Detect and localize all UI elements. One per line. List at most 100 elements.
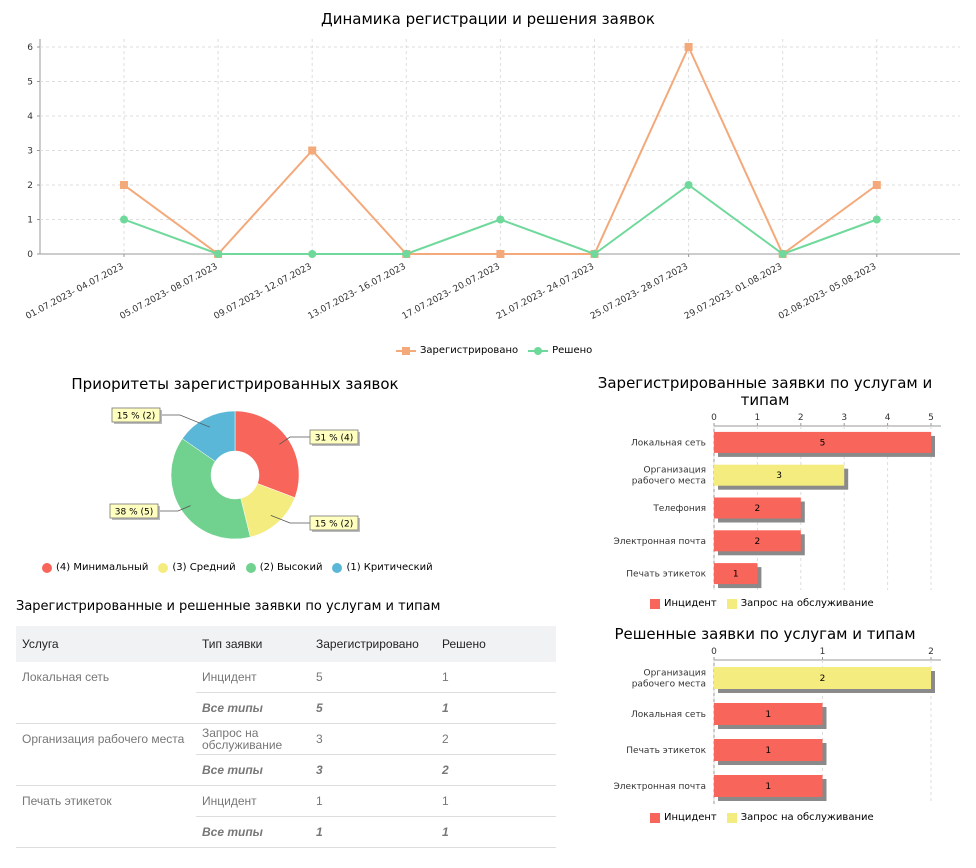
slice-minimal (234, 410, 300, 499)
col-header-registered[interactable]: Зарегистрировано (310, 626, 436, 662)
table-row: Локальная сеть Инцидент 5 1 (16, 662, 556, 693)
bar-value-label: 1 (765, 746, 771, 756)
category-label: Электронная почта (614, 537, 707, 547)
cell-solved: 1 (436, 785, 556, 817)
bar-value-label: 2 (755, 504, 761, 514)
table-header-row: Услуга Тип заявки Зарегистрировано Решен… (16, 626, 556, 662)
callout-label: 38 % (5) (115, 508, 153, 518)
legend-critical[interactable]: (1) Критический (332, 562, 433, 573)
slice-critical (181, 410, 236, 462)
bar-value-label: 1 (765, 782, 771, 792)
bar-value-label: 2 (820, 674, 826, 684)
legend-minimal-label: (4) Минимальный (56, 562, 149, 573)
legend-incident[interactable]: Инцидент (650, 598, 717, 609)
bar (714, 464, 845, 486)
legend-request[interactable]: Запрос на обслуживание (726, 598, 874, 609)
y-tick-label: 1 (27, 216, 33, 226)
legend-minimal[interactable]: (4) Минимальный (42, 562, 148, 573)
cell-service: Локальная сеть (22, 670, 110, 685)
callout-label: 31 % (4) (315, 434, 353, 444)
cell-registered: 3 (310, 723, 436, 755)
category-label: Организация (644, 466, 706, 476)
bar (714, 497, 801, 519)
callout-line (270, 515, 310, 524)
category-label: Организация (644, 669, 706, 679)
line-chart: 0 1 2 3 4 5 6 01.07.2023- 04.07.202305.07.2023-… (24, 39, 960, 322)
legend-medium[interactable]: (3) Средний (158, 562, 236, 573)
legend-incident-2[interactable]: Инцидент (650, 812, 717, 823)
legend-request-2-label: Запрос на обслуживание (740, 812, 874, 823)
cell-solved: 1 (436, 692, 556, 724)
line-chart-title: Динамика регистрации и решения заявок (321, 10, 655, 28)
data-point-registered (496, 250, 505, 258)
callout-box (309, 515, 359, 531)
col-header-solved[interactable]: Решено (436, 626, 556, 662)
legend-solved[interactable]: Решено (528, 345, 592, 356)
y-tick-label: 5 (27, 78, 33, 88)
bar-chart-1: 0 1 2 3 4 5 5 Локальная сеть 3 Организациярабочег… (614, 413, 941, 590)
table-row: Печать этикеток Инцидент 1 1 (16, 785, 556, 817)
x-tick-label: 2 (798, 413, 804, 423)
cell-registered: 5 (310, 662, 436, 693)
bar-chart-2-title: Решенные заявки по услугам и типам (614, 625, 916, 643)
x-tick-label: 09.07.2023- 12.07.2023 (213, 262, 314, 322)
bar-chart-1-title-line2: типам (740, 391, 790, 409)
data-point-solved (120, 215, 128, 224)
category-label: рабочего места (632, 680, 706, 690)
cell-type: Инцидент (196, 662, 310, 693)
data-point-solved (872, 215, 881, 224)
bar-chart-1-title-line1: Зарегистрированные заявки по услугам и (597, 374, 933, 392)
callout-label: 15 % (2) (117, 412, 155, 422)
x-tick-label: 3 (841, 413, 847, 423)
y-tick-label: 0 (27, 250, 33, 260)
bar-value-label: 2 (755, 537, 761, 547)
legend-request-label: Запрос на обслуживание (740, 598, 874, 609)
bar (714, 775, 823, 797)
data-point-solved (778, 250, 787, 258)
category-label: рабочего места (632, 477, 706, 487)
cell-solved: 1 (436, 662, 556, 693)
line-chart-legend: Зарегистрировано Решено (396, 345, 598, 356)
x-tick-label: 0 (711, 647, 717, 657)
x-tick-label: 5 (928, 413, 934, 423)
table-row: Все типы 1 1 (16, 816, 556, 848)
bar-chart-2-legend: Инцидент Запрос на обслуживание (650, 812, 880, 823)
bar (714, 431, 931, 453)
legend-registered[interactable]: Зарегистрировано (396, 345, 518, 356)
bar-value-label: 1 (765, 710, 771, 720)
legend-high[interactable]: (2) Высокий (245, 562, 322, 573)
col-header-service[interactable]: Услуга (16, 626, 196, 662)
cell-solved: 2 (436, 754, 556, 786)
data-point-registered (872, 181, 881, 189)
table-row: Организация рабочего места Запрос на обс… (16, 723, 556, 755)
cell-type: Все типы (196, 754, 310, 786)
pie-chart-title: Приоритеты зарегистрированных заявок (71, 375, 399, 393)
x-tick-label: 4 (885, 413, 891, 423)
x-tick-label: 01.07.2023- 04.07.2023 (24, 262, 125, 322)
data-point-solved (214, 250, 223, 258)
cell-registered: 3 (310, 754, 436, 786)
col-header-type[interactable]: Тип заявки (196, 626, 310, 662)
x-tick-label: 1 (755, 413, 761, 423)
data-point-registered (120, 181, 128, 189)
bar (714, 703, 823, 725)
legend-registered-label: Зарегистрировано (420, 345, 519, 356)
data-point-solved (496, 215, 505, 224)
pie-chart: 31 % (4) 15 % (2) 38 % (5) 15 % (2) (109, 407, 360, 540)
cell-type: Инцидент (196, 785, 310, 817)
bar (714, 667, 931, 689)
cell-service: Организация рабочего места (22, 732, 185, 747)
callout-label: 15 % (2) (315, 520, 353, 530)
table-row: Все типы 3 2 (16, 754, 556, 786)
legend-incident-label: Инцидент (664, 598, 717, 609)
callout-line (158, 505, 191, 512)
legend-request-2[interactable]: Запрос на обслуживание (726, 812, 874, 823)
pie-chart-legend: (4) Минимальный (3) Средний (2) Высокий … (42, 562, 439, 573)
x-tick-label: 05.07.2023- 08.07.2023 (118, 262, 219, 322)
x-tick-label: 17.07.2023- 20.07.2023 (401, 262, 502, 322)
y-tick-label: 4 (27, 112, 33, 122)
x-tick-label: 2 (928, 647, 934, 657)
x-tick-label: 0 (711, 413, 717, 423)
data-point-solved (590, 250, 599, 258)
